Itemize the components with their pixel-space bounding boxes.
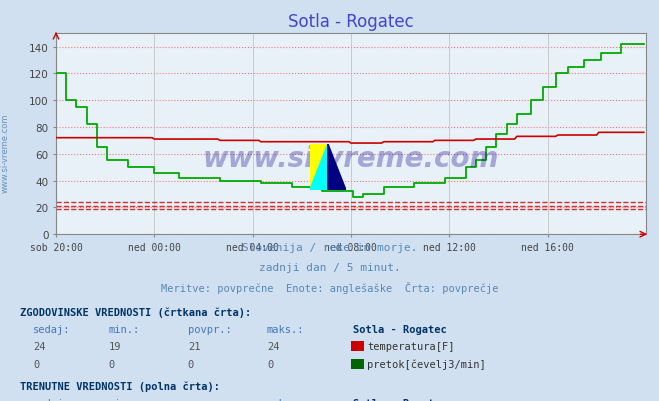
Text: 24: 24 [267,342,279,352]
Text: 19: 19 [109,342,121,352]
Text: ZGODOVINSKE VREDNOSTI (črtkana črta):: ZGODOVINSKE VREDNOSTI (črtkana črta): [20,306,251,317]
Text: 21: 21 [188,342,200,352]
Title: Sotla - Rogatec: Sotla - Rogatec [288,13,414,31]
Text: sedaj:: sedaj: [33,324,71,334]
Polygon shape [310,144,328,190]
Text: zadnji dan / 5 minut.: zadnji dan / 5 minut. [258,262,401,272]
Text: povpr.:: povpr.: [188,324,231,334]
Text: min.:: min.: [109,324,140,334]
Text: TRENUTNE VREDNOSTI (polna črta):: TRENUTNE VREDNOSTI (polna črta): [20,380,219,391]
Text: 0: 0 [188,359,194,369]
Text: Slovenija / reke in morje.: Slovenija / reke in morje. [242,243,417,253]
Polygon shape [328,144,346,190]
Text: Sotla - Rogatec: Sotla - Rogatec [353,398,446,401]
Text: povpr.:: povpr.: [188,398,231,401]
Text: maks.:: maks.: [267,398,304,401]
Text: www.si-vreme.com: www.si-vreme.com [1,113,10,192]
Text: temperatura[F]: temperatura[F] [367,342,455,352]
Text: 24: 24 [33,342,45,352]
Text: 0: 0 [33,359,39,369]
Text: 0: 0 [267,359,273,369]
Polygon shape [310,144,328,190]
Text: Sotla - Rogatec: Sotla - Rogatec [353,324,446,334]
Text: Meritve: povprečne  Enote: anglešaške  Črta: povprečje: Meritve: povprečne Enote: anglešaške Črt… [161,281,498,293]
Text: www.si-vreme.com: www.si-vreme.com [203,144,499,172]
Text: 0: 0 [109,359,115,369]
Text: sedaj:: sedaj: [33,398,71,401]
Text: pretok[čevelj3/min]: pretok[čevelj3/min] [367,358,486,369]
Text: maks.:: maks.: [267,324,304,334]
Text: min.:: min.: [109,398,140,401]
